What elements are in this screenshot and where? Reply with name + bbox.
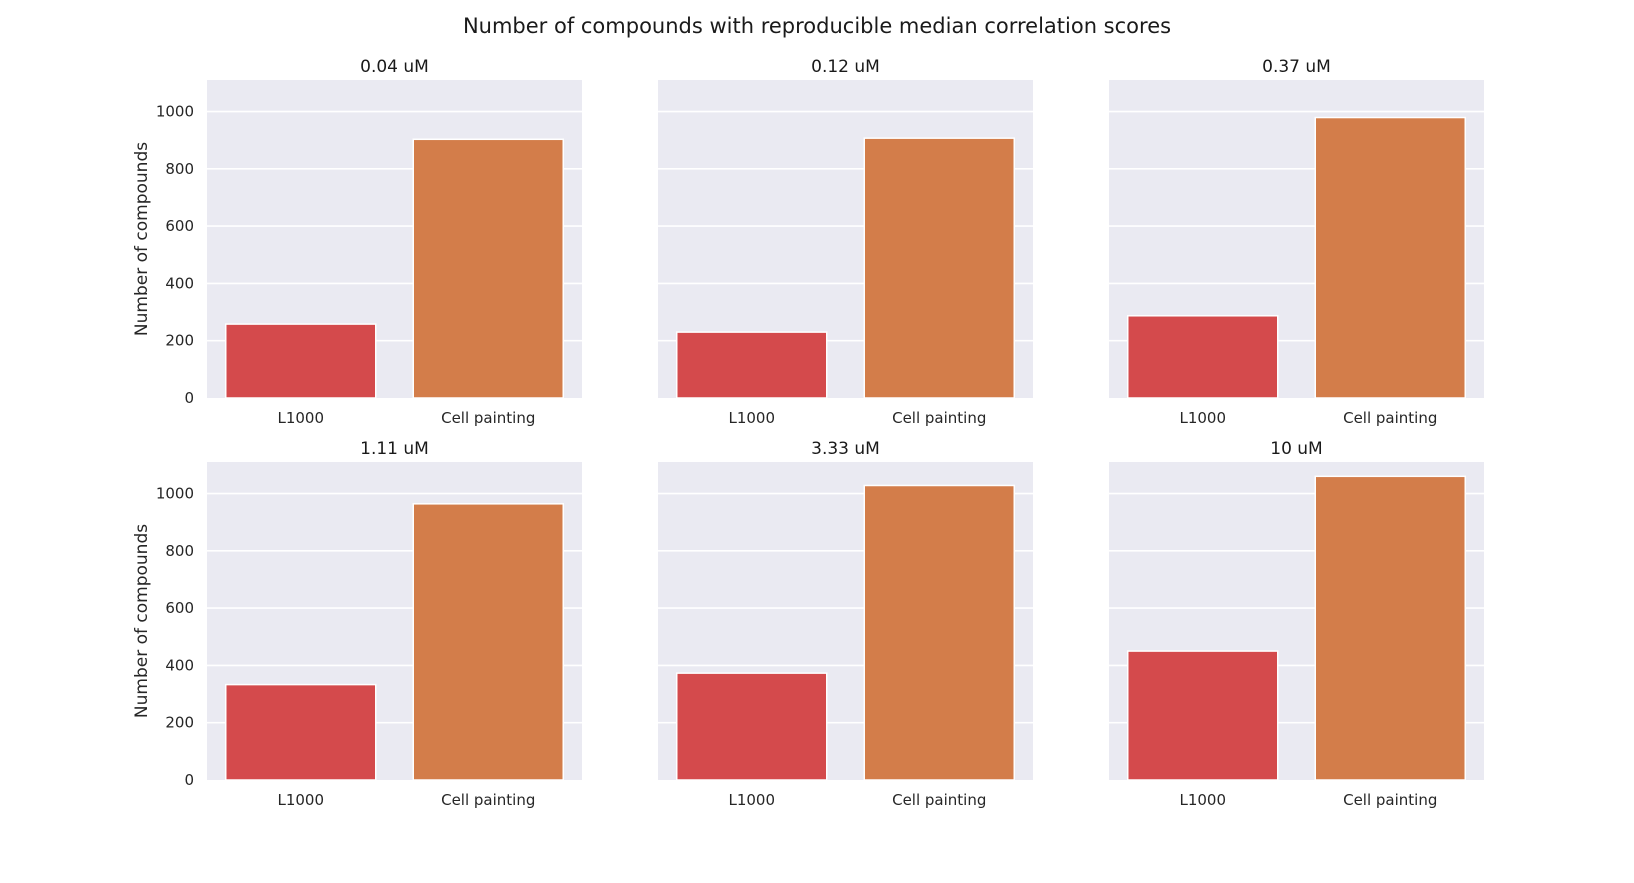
panel-title: 0.12 uM: [811, 57, 880, 77]
x-tick-label: L1000: [277, 791, 324, 809]
x-tick-label: L1000: [728, 409, 775, 427]
chart-title: Number of compounds with reproducible me…: [463, 14, 1171, 38]
y-tick-label: 800: [165, 160, 194, 178]
bar-cell-painting: [412, 503, 564, 781]
panel-0-12-um: L1000 Cell painting 0.12 uM: [658, 57, 1033, 427]
y-tick-label: 1000: [156, 103, 194, 121]
x-tick-label: Cell painting: [441, 791, 535, 809]
x-tick-label: L1000: [1179, 791, 1226, 809]
panel-0-37-um: L1000 Cell painting 0.37 uM: [1109, 57, 1484, 427]
y-tick-label: 400: [165, 656, 194, 674]
x-tick-label: L1000: [277, 409, 324, 427]
y-tick-label: 400: [165, 274, 194, 292]
bar-cell-painting: [1314, 116, 1466, 399]
panel-title: 10 uM: [1270, 439, 1322, 459]
bar-l1000: [225, 323, 377, 399]
y-axis-label: Number of compounds: [132, 142, 152, 336]
bar-cell-painting: [1314, 475, 1466, 781]
panel-3-33-um: L1000 Cell painting 3.33 uM: [658, 439, 1033, 809]
y-axis-label: Number of compounds: [132, 524, 152, 718]
x-tick-label: L1000: [1179, 409, 1226, 427]
bar-cell-painting: [863, 137, 1015, 399]
panel-title: 3.33 uM: [811, 439, 880, 459]
panels-grid: L1000 Cell painting 0.04 uM 0 200 400 600 800 10…: [132, 57, 1484, 809]
y-tick-label: 800: [165, 542, 194, 560]
x-tick-label: L1000: [728, 791, 775, 809]
bar-l1000: [1127, 315, 1279, 399]
panel-title: 1.11 uM: [360, 439, 429, 459]
x-tick-label: Cell painting: [1343, 791, 1437, 809]
panel-10-um: L1000 Cell painting 10 uM: [1109, 439, 1484, 809]
y-tick-label: 600: [165, 217, 194, 235]
bar-l1000: [225, 683, 377, 781]
bar-cell-painting: [412, 138, 564, 399]
y-tick-label: 200: [165, 714, 194, 732]
x-tick-label: Cell painting: [892, 409, 986, 427]
y-tick-label: 600: [165, 599, 194, 617]
x-tick-label: Cell painting: [1343, 409, 1437, 427]
y-tick-label: 200: [165, 332, 194, 350]
panel-0-04-um: L1000 Cell painting 0.04 uM 0 200 400 600 800 10…: [132, 57, 582, 427]
panel-title: 0.37 uM: [1262, 57, 1331, 77]
bar-l1000: [1127, 650, 1279, 781]
panel-1-11-um: L1000 Cell painting 1.11 uM 0 200 400 600 800 10…: [132, 439, 582, 809]
x-tick-label: Cell painting: [892, 791, 986, 809]
y-tick-label: 0: [184, 389, 194, 407]
bar-cell-painting: [863, 484, 1015, 781]
y-tick-label: 1000: [156, 485, 194, 503]
y-tick-label: 0: [184, 771, 194, 789]
x-tick-label: Cell painting: [441, 409, 535, 427]
bar-l1000: [676, 331, 828, 399]
panel-title: 0.04 uM: [360, 57, 429, 77]
bar-l1000: [676, 672, 828, 781]
